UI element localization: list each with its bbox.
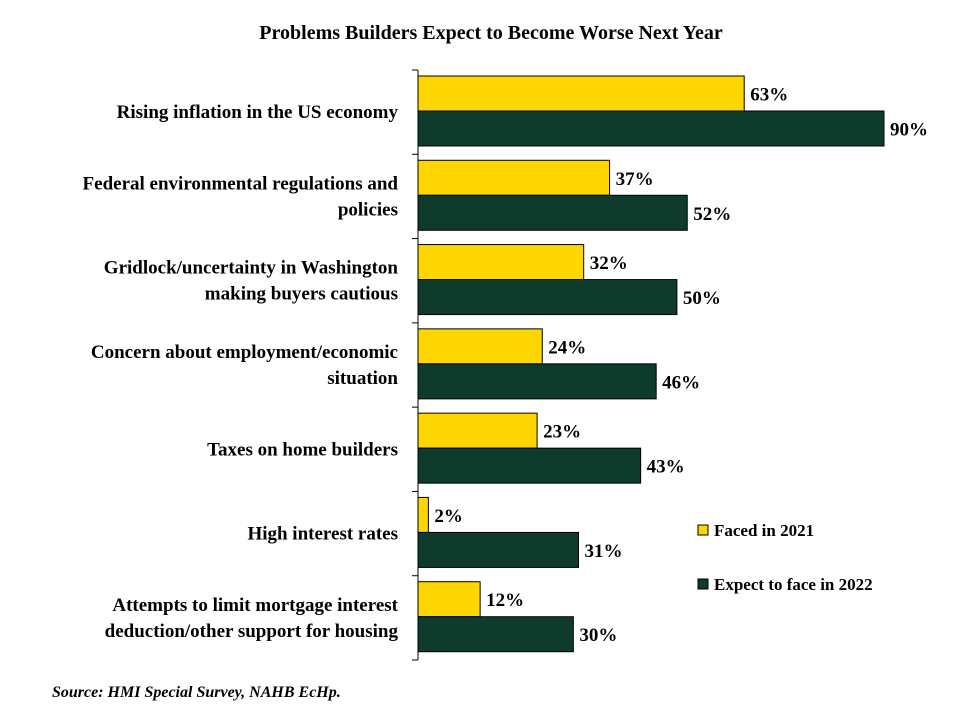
category-label: Taxes on home builders (207, 439, 398, 460)
bar (417, 328, 543, 365)
bar (417, 412, 538, 449)
legend-label: Faced in 2021 (714, 521, 814, 540)
bar (417, 75, 745, 112)
chart-title: Problems Builders Expect to Become Worse… (259, 22, 723, 44)
data-label: 32% (590, 253, 628, 274)
category-label: Gridlock/uncertainty in Washington (104, 258, 399, 279)
data-label: 2% (434, 506, 463, 527)
bar (417, 496, 429, 533)
bar (417, 279, 678, 316)
bar (417, 194, 688, 231)
data-label: 12% (486, 590, 524, 611)
category-label: policies (338, 199, 398, 220)
value-labels: 63% 90% 37% 52% 32% 50% 24% 46% 23% 43% 2% 31% 12% 30… (434, 85, 928, 647)
bar (417, 447, 642, 484)
data-label: 50% (683, 288, 721, 309)
data-label: 24% (548, 337, 586, 358)
category-label: Federal environmental regulations and (83, 173, 399, 194)
category-label: making buyers cautious (205, 284, 398, 305)
bar (417, 531, 580, 568)
source-note: Source: HMI Special Survey, NAHB EcHp. (52, 684, 341, 701)
data-label: 23% (543, 422, 581, 443)
legend: Faced in 2021 Expect to face in 2022 (697, 521, 873, 594)
legend-swatch (697, 578, 709, 590)
category-labels: Rising inflation in the US economy Federa… (83, 102, 399, 642)
category-label: Rising inflation in the US economy (117, 102, 399, 123)
bars (417, 75, 885, 653)
legend-label: Expect to face in 2022 (714, 575, 873, 594)
bar (417, 244, 585, 281)
category-label: situation (327, 368, 398, 389)
data-label: 37% (616, 169, 654, 190)
bar (417, 581, 481, 618)
legend-swatch (697, 524, 709, 536)
bar (417, 110, 885, 147)
data-label: 63% (750, 85, 788, 106)
category-label: Concern about employment/economic (91, 342, 398, 363)
data-label: 90% (890, 120, 928, 141)
data-label: 43% (647, 457, 685, 478)
category-label: Attempts to limit mortgage interest (112, 595, 398, 616)
bar (417, 616, 574, 653)
category-label: High interest rates (247, 524, 398, 545)
bar (417, 363, 657, 400)
data-label: 31% (585, 541, 623, 562)
data-label: 52% (693, 204, 731, 225)
category-label: deduction/other support for housing (105, 621, 399, 642)
data-label: 30% (579, 625, 617, 646)
data-label: 46% (662, 372, 700, 393)
axis-ticks (412, 69, 418, 661)
bar (417, 159, 611, 196)
